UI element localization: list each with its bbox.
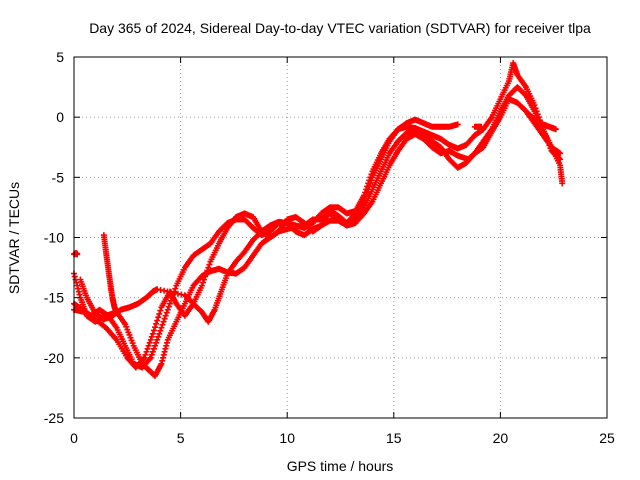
data-point (206, 261, 213, 268)
data-point (150, 327, 157, 334)
series-track-6 (71, 250, 81, 258)
series-track-4 (77, 60, 564, 325)
data-point (150, 345, 157, 352)
data-point (203, 270, 210, 277)
data-point (141, 354, 148, 361)
data-point (146, 339, 153, 346)
data-point (534, 111, 541, 118)
data-point (147, 354, 154, 361)
data-point (154, 336, 161, 343)
data-point (145, 342, 152, 349)
data-point (559, 180, 566, 187)
data-point (201, 276, 208, 283)
data-point (156, 310, 163, 317)
data-point (113, 309, 120, 316)
data-point (533, 108, 540, 115)
y-tick-label: -5 (52, 169, 65, 185)
data-point (363, 186, 370, 193)
data-point (160, 318, 167, 325)
data-point (205, 264, 212, 271)
data-point (164, 306, 171, 313)
data-point (204, 267, 211, 274)
y-tick-label: -10 (44, 230, 64, 246)
series-track-5 (100, 232, 120, 316)
data-point (366, 177, 373, 184)
data-point (144, 345, 151, 352)
data-point (557, 156, 564, 163)
data-point (166, 300, 173, 307)
data-point (154, 317, 161, 324)
x-tick-label: 20 (493, 430, 509, 446)
axis-ticks: 0 5 10 15 20 25 -25 -20 -15 -10 -5 0 5 (44, 49, 615, 446)
data-point (147, 336, 154, 343)
data-point (552, 126, 559, 133)
data-point (143, 348, 150, 355)
y-tick-label: 0 (56, 109, 64, 125)
data-point (149, 330, 156, 337)
data-point (360, 192, 367, 199)
y-axis-label: SDTVAR / TECUs (6, 182, 22, 294)
data-point (532, 105, 539, 112)
data-point (155, 333, 162, 340)
data-point (202, 273, 209, 280)
data-point (478, 123, 485, 130)
series-track-8 (525, 110, 559, 133)
y-tick-label: 5 (56, 49, 64, 65)
data-point (155, 314, 162, 321)
x-axis-label: GPS time / hours (287, 458, 394, 474)
data-point (152, 342, 159, 349)
data-point (152, 324, 159, 331)
series-track-7 (471, 123, 485, 130)
data-point (148, 351, 155, 358)
data-point (74, 251, 81, 258)
x-tick-label: 5 (177, 430, 185, 446)
x-tick-label: 25 (599, 430, 615, 446)
data-point (161, 315, 168, 322)
series-track-2 (71, 96, 564, 371)
data-point (557, 150, 564, 157)
data-point (368, 171, 375, 178)
chart-title: Day 365 of 2024, Sidereal Day-to-day VTE… (89, 20, 591, 36)
data-point (158, 324, 165, 331)
data-point (142, 351, 149, 358)
y-tick-label: -15 (44, 290, 64, 306)
data-point (556, 155, 563, 162)
data-point (531, 102, 538, 109)
data-point (157, 327, 164, 334)
data-point (153, 339, 160, 346)
data-point (163, 309, 170, 316)
data-point (165, 303, 172, 310)
data-point (159, 321, 166, 328)
y-tick-label: -25 (44, 410, 64, 426)
data-point (156, 330, 163, 337)
x-tick-label: 0 (70, 430, 78, 446)
data-point (198, 282, 205, 289)
data-series (71, 60, 566, 379)
data-point (454, 121, 461, 128)
x-tick-label: 15 (386, 430, 402, 446)
data-point (367, 174, 374, 181)
data-point (364, 183, 371, 190)
y-tick-label: -20 (44, 350, 64, 366)
x-tick-label: 10 (279, 430, 295, 446)
data-point (365, 180, 372, 187)
data-point (162, 312, 169, 319)
data-point (149, 348, 156, 355)
data-point (157, 307, 164, 314)
data-point (153, 320, 160, 327)
data-point (362, 189, 369, 196)
data-point (148, 333, 155, 340)
data-point (199, 279, 206, 286)
